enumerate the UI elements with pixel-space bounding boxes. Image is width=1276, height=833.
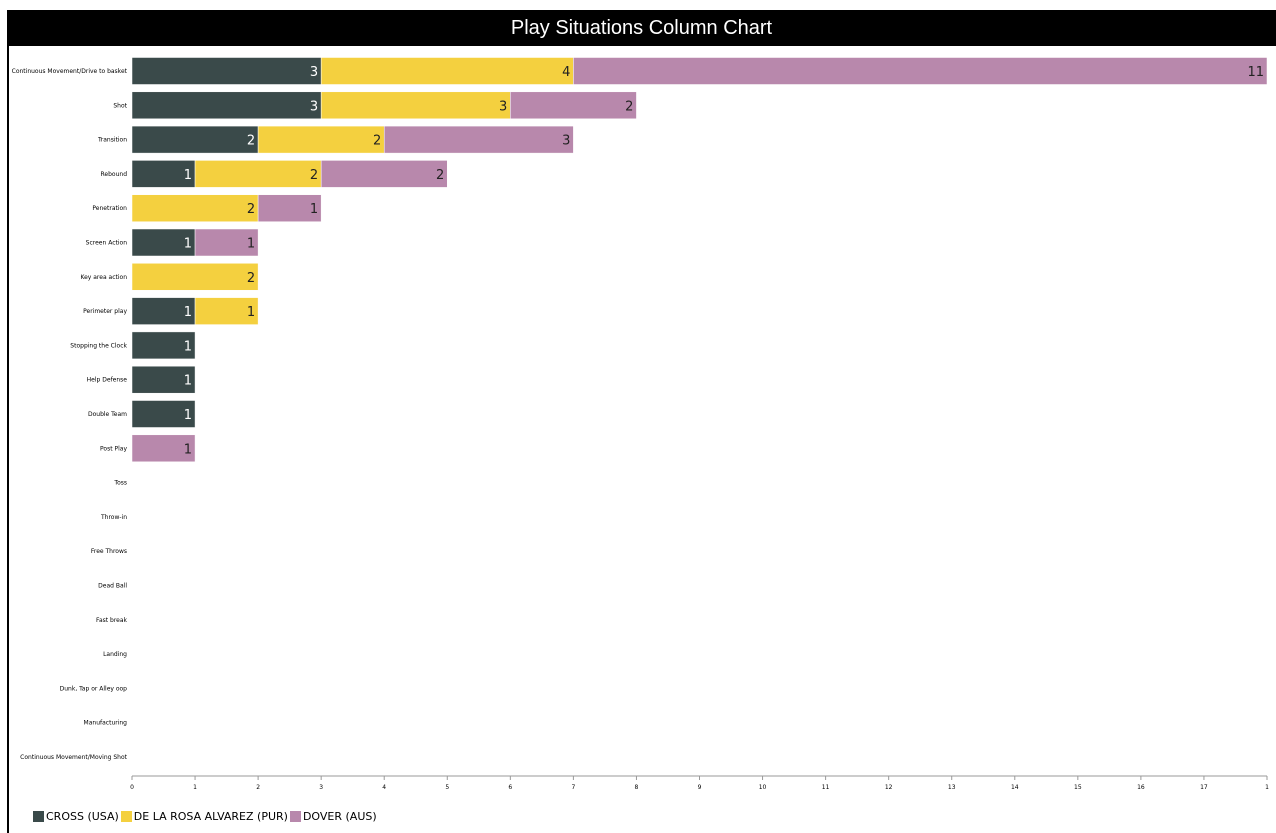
data-label: 2 — [436, 168, 444, 183]
data-label: 4 — [562, 65, 570, 80]
category-label: Throw-in — [100, 514, 127, 521]
x-tick-label: 6 — [508, 784, 512, 791]
bar-segment — [131, 400, 196, 428]
category-label: Dunk, Tap or Alley oop — [60, 685, 128, 692]
bar-segment — [510, 91, 637, 120]
bar-segment — [131, 194, 259, 222]
legend-label: DE LA ROSA ALVAREZ (PUR) — [133, 810, 288, 823]
x-tick-label: 15 — [1074, 784, 1082, 791]
data-label: 2 — [247, 202, 255, 217]
bar-segment — [320, 160, 448, 188]
data-label: 3 — [310, 65, 318, 80]
chart-title: Play Situations Column Chart — [7, 10, 1276, 46]
category-label: Transition — [97, 137, 127, 144]
category-label: Double Team — [88, 411, 127, 418]
x-tick-label: 10 — [759, 784, 767, 791]
bar-segment — [131, 125, 259, 154]
bar-segment — [320, 57, 574, 85]
data-label: 1 — [247, 305, 255, 320]
data-label: 1 — [310, 202, 318, 217]
x-tick-label: 7 — [571, 784, 575, 791]
bar-segment — [194, 160, 322, 188]
legend-item: CROSS (USA) — [33, 810, 119, 823]
data-label: 1 — [184, 442, 192, 457]
bar-segment — [131, 365, 196, 394]
category-label: Key area action — [80, 274, 127, 281]
category-label: Post Play — [100, 445, 127, 452]
bar-segment — [257, 194, 322, 222]
category-label: Landing — [103, 651, 127, 658]
bar-segment — [383, 125, 574, 154]
data-label: 1 — [184, 305, 192, 320]
bar-segment — [131, 57, 322, 85]
category-label: Toss — [113, 480, 127, 487]
category-label: Continuous Movement/Moving Shot — [20, 754, 127, 761]
bar-segment — [131, 160, 196, 188]
category-label: Screen Action — [86, 240, 128, 247]
category-label: Free Throws — [91, 548, 127, 555]
legend-swatch — [120, 811, 132, 822]
category-label: Penetration — [92, 205, 127, 212]
bar-segment — [194, 228, 259, 257]
x-tick-label: 8 — [635, 784, 639, 791]
legend-swatch — [289, 811, 301, 822]
chart-legend: CROSS (USA) DE LA ROSA ALVAREZ (PUR) DOVER… — [33, 810, 379, 823]
x-tick-label: 13 — [948, 784, 956, 791]
data-label: 1 — [247, 237, 255, 252]
x-tick-label: 9 — [698, 784, 702, 791]
x-tick-label: 16 — [1137, 784, 1145, 791]
x-tick-label: 1 — [1265, 784, 1269, 791]
data-label: 1 — [184, 408, 192, 423]
data-label: 2 — [247, 271, 255, 286]
data-label: 3 — [499, 99, 507, 114]
data-label: 3 — [562, 134, 570, 149]
data-label: 11 — [1247, 65, 1264, 80]
legend-swatch — [33, 811, 44, 822]
bar-segment — [573, 57, 1268, 85]
bar-segment — [194, 297, 259, 325]
bar-segment — [131, 228, 196, 257]
category-label: Continuous Movement/Drive to basket — [12, 68, 128, 75]
legend-label: CROSS (USA) — [46, 810, 119, 823]
data-label: 2 — [625, 99, 633, 114]
data-label: 2 — [373, 134, 381, 149]
category-label: Manufacturing — [84, 720, 128, 727]
x-tick-label: 4 — [382, 784, 386, 791]
x-tick-label: 3 — [319, 784, 323, 791]
data-label: 1 — [184, 168, 192, 183]
x-tick-label: 5 — [445, 784, 449, 791]
category-label: Fast break — [96, 617, 127, 624]
category-label: Stopping the Clock — [70, 342, 127, 349]
data-label: 2 — [247, 134, 255, 149]
category-label: Help Defense — [87, 377, 128, 384]
x-tick-label: 2 — [256, 784, 260, 791]
data-label: 1 — [184, 339, 192, 354]
x-tick-label: 11 — [822, 784, 830, 791]
category-label: Rebound — [101, 171, 128, 178]
legend-item: DE LA ROSA ALVAREZ (PUR) — [120, 810, 288, 823]
chart-frame — [7, 10, 1276, 833]
bar-segment — [131, 91, 322, 120]
bar-segment — [131, 297, 196, 325]
bar-segment — [320, 91, 511, 120]
category-label: Perimeter play — [83, 308, 127, 315]
data-label: 3 — [310, 99, 318, 114]
bar-segment — [257, 125, 385, 154]
bar-segment — [131, 331, 196, 360]
bar-segment — [131, 434, 196, 463]
category-label: Shot — [113, 102, 127, 109]
bar-segment — [131, 263, 259, 291]
data-label: 1 — [184, 237, 192, 252]
x-tick-label: 1 — [193, 784, 197, 791]
legend-item: DOVER (AUS) — [289, 810, 377, 823]
category-label: Dead Ball — [98, 583, 127, 590]
legend-label: DOVER (AUS) — [302, 810, 377, 823]
data-label: 2 — [310, 168, 318, 183]
x-tick-label: 14 — [1011, 784, 1019, 791]
x-tick-label: 12 — [885, 784, 893, 791]
x-tick-label: 0 — [130, 784, 134, 791]
data-label: 1 — [184, 374, 192, 389]
x-tick-label: 17 — [1200, 784, 1208, 791]
